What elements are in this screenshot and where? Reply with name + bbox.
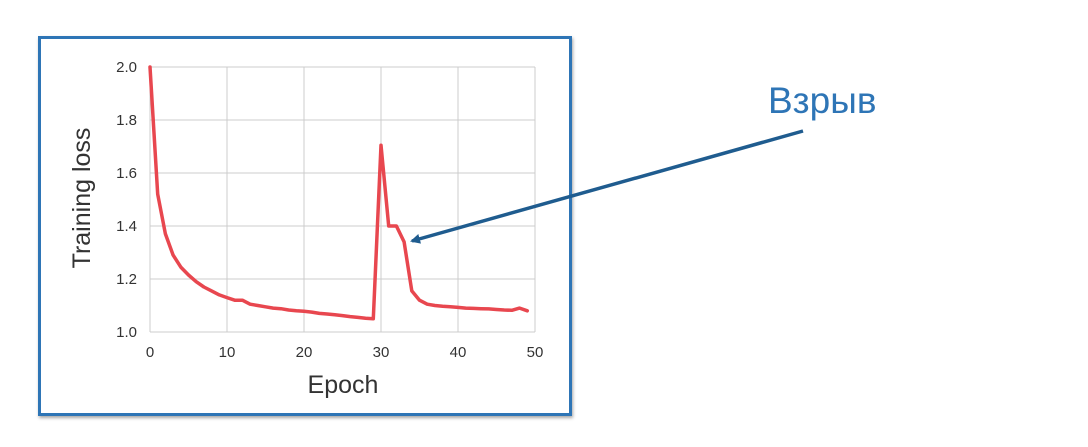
y-tick-label: 1.4 <box>116 218 137 235</box>
annotation-label: Взрыв <box>768 80 877 121</box>
x-tick-label: 50 <box>527 344 544 361</box>
x-tick-label: 20 <box>296 344 313 361</box>
x-tick-label: 30 <box>373 344 390 361</box>
y-tick-label: 2.0 <box>116 59 137 76</box>
chart-frame: 0 10 20 30 40 50 1.0 1.2 1.4 1.6 1.8 2.0 Epoch Trai… <box>38 36 572 416</box>
training-loss-chart: 0 10 20 30 40 50 1.0 1.2 1.4 1.6 1.8 2.0 Epoch Trai… <box>68 59 543 399</box>
x-tick-label: 10 <box>219 344 236 361</box>
training-loss-series-line <box>148 65 530 321</box>
x-axis-label: Epoch <box>308 371 379 399</box>
x-tick-label: 40 <box>450 344 467 361</box>
x-tick-label: 0 <box>146 344 154 361</box>
y-tick-label: 1.6 <box>116 165 137 182</box>
y-tick-label: 1.8 <box>116 112 137 129</box>
y-tick-label: 1.2 <box>116 271 137 288</box>
y-tick-label: 1.0 <box>116 324 137 341</box>
y-axis-label: Training loss <box>68 128 96 269</box>
series-layer <box>148 65 530 321</box>
grid-lines <box>149 66 536 333</box>
tick-labels: 0 10 20 30 40 50 1.0 1.2 1.4 1.6 1.8 2.0 <box>116 59 543 361</box>
